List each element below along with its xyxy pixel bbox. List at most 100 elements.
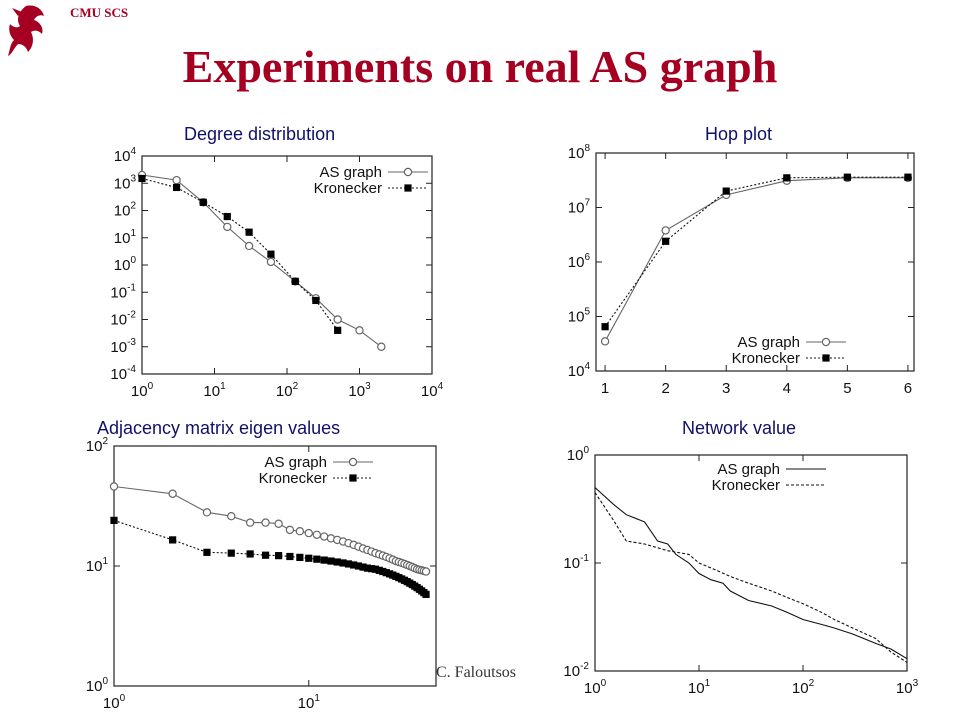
series-line-as-graph xyxy=(141,174,382,348)
data-point xyxy=(245,518,255,527)
x-tick-label: 104 xyxy=(421,381,444,400)
data-point xyxy=(267,250,275,258)
data-point xyxy=(266,257,276,267)
y-tick-label: 10-2 xyxy=(563,661,589,680)
footer-author: C. Faloutsos xyxy=(436,664,517,681)
data-point xyxy=(359,563,367,571)
data-point xyxy=(354,562,363,570)
data-point xyxy=(227,512,236,521)
data-point xyxy=(172,175,181,185)
slide-title: Experiments on real AS graph xyxy=(182,41,778,92)
y-tick-label: 100 xyxy=(86,676,109,695)
x-tick-label: 100 xyxy=(584,678,607,697)
data-point xyxy=(245,228,253,236)
data-point xyxy=(363,564,372,572)
data-point xyxy=(334,326,342,334)
data-point xyxy=(312,530,322,539)
data-point xyxy=(350,561,358,569)
data-point xyxy=(320,556,328,564)
data-point xyxy=(600,337,610,346)
data-point xyxy=(138,174,146,183)
x-tick-label: 103 xyxy=(896,678,919,697)
degree-distribution-chart: 100 101 102 103 104 10-4 10-3 10-2 10-1 100 101 102… xyxy=(110,146,443,400)
data-point xyxy=(422,590,430,598)
data-point xyxy=(333,315,342,324)
data-point xyxy=(168,489,177,498)
x-tick-label: 102 xyxy=(792,678,815,697)
data-point xyxy=(371,565,380,573)
data-point xyxy=(169,536,177,544)
data-point xyxy=(313,555,321,563)
x-tick-label: 103 xyxy=(348,381,371,400)
series-line-as-graph xyxy=(113,485,427,573)
data-point xyxy=(305,554,313,562)
data-point xyxy=(291,277,299,286)
y-tick-label: 101 xyxy=(86,556,109,575)
data-point xyxy=(223,222,232,232)
legend-marker xyxy=(821,337,831,347)
data-point xyxy=(843,173,851,181)
legend-marker xyxy=(348,457,358,467)
x-tick-label: 2 xyxy=(661,380,669,397)
data-point xyxy=(312,296,320,305)
x-tick-label: 100 xyxy=(103,693,126,712)
series-line-as-graph xyxy=(594,487,908,660)
data-point xyxy=(904,173,912,181)
data-point xyxy=(275,552,283,560)
header-label: CMU SCS xyxy=(70,5,129,20)
data-point xyxy=(327,557,335,565)
data-point xyxy=(172,183,181,192)
data-point xyxy=(295,526,305,536)
data-point xyxy=(367,565,376,573)
data-point xyxy=(304,528,313,538)
y-tick-label: 108 xyxy=(568,143,591,162)
data-point xyxy=(109,482,119,491)
data-point xyxy=(601,323,609,331)
data-point xyxy=(110,516,118,524)
data-point xyxy=(421,567,431,576)
data-point xyxy=(333,558,341,566)
griffin-logo-icon xyxy=(8,5,44,56)
y-tick-label: 105 xyxy=(568,307,591,326)
y-tick-label: 10-4 xyxy=(110,364,136,383)
data-point xyxy=(296,553,304,561)
x-tick-label: 3 xyxy=(722,380,730,397)
y-tick-label: 103 xyxy=(114,173,137,192)
y-tick-label: 10-3 xyxy=(110,337,136,356)
series-line-kronecker xyxy=(604,176,908,328)
data-point xyxy=(285,525,295,535)
chart-title-network: Network value xyxy=(682,418,797,438)
x-tick-label: 6 xyxy=(904,380,912,397)
y-tick-label: 101 xyxy=(114,228,137,247)
legend-label: AS graph xyxy=(319,164,382,181)
data-point xyxy=(783,174,791,182)
chart-title-hop: Hop plot xyxy=(705,124,773,144)
x-tick-label: 4 xyxy=(783,380,791,397)
x-tick-label: 101 xyxy=(203,381,226,400)
data-point xyxy=(377,342,386,351)
data-point xyxy=(227,549,235,557)
data-point xyxy=(722,187,730,195)
y-tick-label: 100 xyxy=(114,255,137,274)
data-point xyxy=(375,566,383,574)
data-point xyxy=(261,518,270,527)
plot-frame xyxy=(141,155,433,375)
data-point xyxy=(223,212,231,221)
data-point xyxy=(199,198,207,206)
y-tick-label: 100 xyxy=(567,445,590,464)
data-point xyxy=(344,560,353,568)
x-tick-label: 101 xyxy=(688,678,711,697)
legend-label: Kronecker xyxy=(732,350,800,367)
data-point xyxy=(339,559,347,567)
data-point xyxy=(355,326,364,335)
y-tick-label: 104 xyxy=(114,146,137,165)
y-tick-label: 10-1 xyxy=(563,553,589,572)
legend-marker xyxy=(404,184,412,192)
y-tick-label: 10-1 xyxy=(110,282,136,301)
data-point xyxy=(202,508,212,517)
y-tick-label: 106 xyxy=(568,252,591,271)
x-tick-label: 1 xyxy=(601,380,609,397)
data-point xyxy=(246,550,254,558)
